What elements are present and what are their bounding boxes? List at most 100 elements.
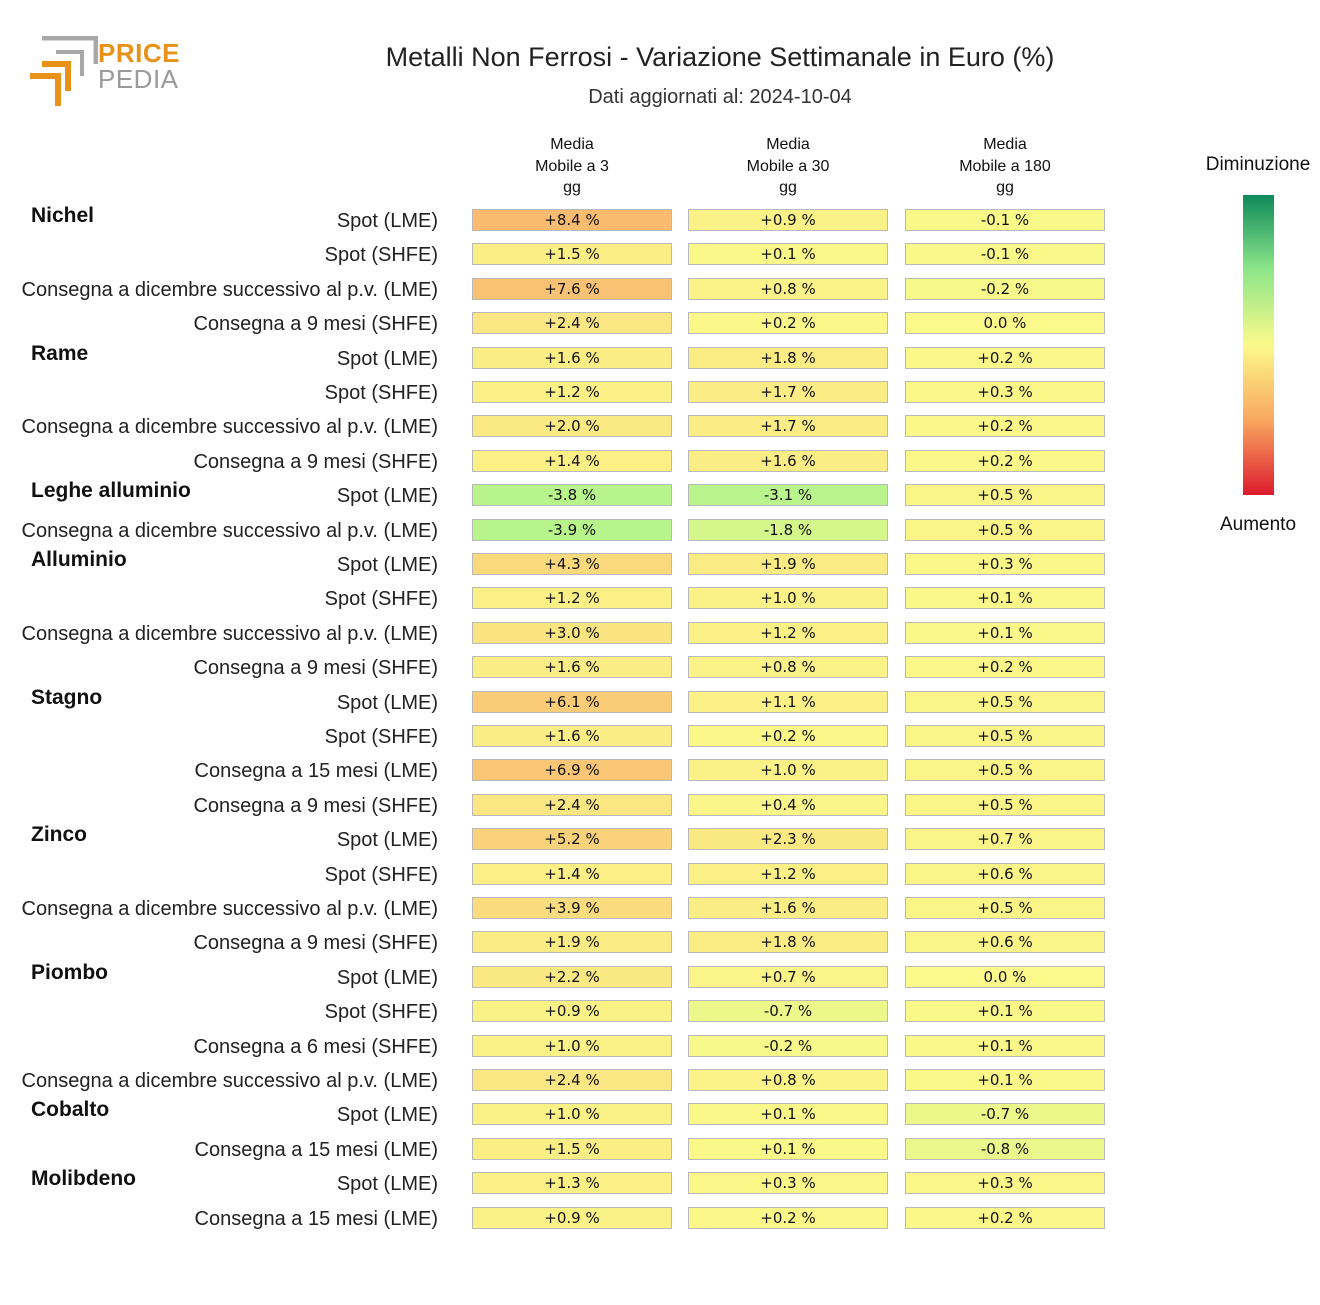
heatmap-cell: +0.8 % <box>688 1069 888 1091</box>
heatmap-cell: -3.8 % <box>472 484 672 507</box>
heatmap-cell: +0.3 % <box>905 381 1105 403</box>
column-header: Media Mobile a 180 gg <box>959 136 1051 196</box>
row-label: Spot (SHFE) <box>324 726 438 748</box>
row-label: Spot (LME) <box>336 347 438 370</box>
row-label: Consegna a dicembre successivo al p.v. (… <box>21 1070 438 1092</box>
row-label: Spot (SHFE) <box>324 863 438 886</box>
heatmap-cell: +0.6 % <box>905 931 1105 954</box>
heatmap-cell: +1.2 % <box>472 381 672 403</box>
heatmap-cell: +0.3 % <box>905 1172 1105 1195</box>
heatmap-cell: +1.7 % <box>688 415 888 438</box>
heatmap-cell: +0.2 % <box>905 1206 1105 1229</box>
row-label: Spot (SHFE) <box>324 244 438 267</box>
group-label: Cobalto <box>31 1098 110 1122</box>
heatmap-cell: +0.8 % <box>688 656 888 679</box>
heatmap-cell: +3.0 % <box>472 621 672 644</box>
row-label: Consegna a dicembre successivo al p.v. (… <box>21 416 438 439</box>
heatmap-cell: +1.0 % <box>472 1034 672 1057</box>
row-label: Spot (SHFE) <box>324 588 438 611</box>
row-label: Consegna a dicembre successivo al p.v. (… <box>21 519 438 542</box>
heatmap-cell: +0.5 % <box>905 897 1105 919</box>
row-label: Consegna a 15 mesi (LME) <box>194 760 438 783</box>
heatmap-cell: +1.6 % <box>688 897 888 919</box>
heatmap-cell: +0.5 % <box>905 518 1105 541</box>
chart-subtitle: Dati aggiornati al: 2024-10-04 <box>588 86 852 108</box>
heatmap-cell: +1.0 % <box>472 1103 672 1126</box>
logo-price: PRICE <box>98 38 180 68</box>
heatmap-cell: +2.4 % <box>472 312 672 335</box>
row-label: Consegna a 15 mesi (LME) <box>194 1138 438 1161</box>
heatmap-cell: +1.6 % <box>472 725 672 747</box>
heatmap-cell: +2.2 % <box>472 965 672 988</box>
column-header: Media Mobile a 3 gg <box>535 136 609 196</box>
heatmap-cell: +0.7 % <box>905 828 1105 851</box>
heatmap-cell: +0.2 % <box>905 415 1105 438</box>
heatmap-cell: +1.2 % <box>688 862 888 885</box>
chart-title: Metalli Non Ferrosi - Variazione Settima… <box>385 42 1055 72</box>
logo-mark <box>30 35 99 106</box>
heatmap-cell: +0.2 % <box>688 1206 888 1229</box>
row-label: Consegna a 15 mesi (LME) <box>194 1207 438 1230</box>
row-label: Spot (SHFE) <box>324 382 438 404</box>
row-label: Spot (LME) <box>336 829 438 852</box>
row-label: Consegna a 9 mesi (SHFE) <box>193 657 438 680</box>
heatmap-cell: +1.9 % <box>688 553 888 575</box>
heatmap-cell: +1.1 % <box>688 690 888 713</box>
heatmap-cell: +1.9 % <box>472 931 672 954</box>
heatmap-cell: +0.4 % <box>688 793 888 816</box>
heatmap-cell: -1.8 % <box>688 518 888 541</box>
heatmap-cell: -0.1 % <box>905 209 1105 231</box>
heatmap-cell: -3.1 % <box>688 484 888 507</box>
heatmap-cell: -0.8 % <box>905 1137 1105 1160</box>
heatmap-cell: +0.1 % <box>688 1137 888 1160</box>
heatmap-cell: +0.1 % <box>905 1000 1105 1023</box>
heatmap-cell: +0.1 % <box>905 621 1105 644</box>
heatmap-cell: +1.2 % <box>688 621 888 644</box>
heatmap-cell: +0.1 % <box>905 1034 1105 1057</box>
heatmap-cell: +1.4 % <box>472 862 672 885</box>
heatmap-cell: +1.3 % <box>472 1172 672 1195</box>
group-label: Piombo <box>31 960 108 984</box>
group-label: Molibdeno <box>31 1167 136 1191</box>
group-label: Zinco <box>31 823 87 847</box>
heatmap-cell: +1.4 % <box>472 449 672 472</box>
logo-pedia: PEDIA <box>98 64 179 94</box>
heatmap-cell: -0.7 % <box>688 1000 888 1023</box>
heatmap-cell: +1.6 % <box>472 346 672 369</box>
column-header: Media Mobile a 30 gg <box>746 136 830 196</box>
heatmap-cell: +0.2 % <box>905 449 1105 472</box>
heatmap-cell: +0.2 % <box>905 656 1105 679</box>
heatmap-cell: +6.1 % <box>472 690 672 713</box>
row-label: Consegna a 9 mesi (SHFE) <box>193 450 438 473</box>
heatmap-cell: +0.2 % <box>688 312 888 335</box>
heatmap-cell: +7.6 % <box>472 277 672 300</box>
row-label: Consegna a dicembre successivo al p.v. (… <box>21 898 438 920</box>
heatmap-cell: +0.1 % <box>688 243 888 266</box>
heatmap-cell: +1.2 % <box>472 587 672 610</box>
heatmap-cell: +0.7 % <box>688 965 888 988</box>
heatmap-cell: +0.6 % <box>905 862 1105 885</box>
heatmap-cell: +0.5 % <box>905 793 1105 816</box>
heatmap-cell: +1.6 % <box>688 449 888 472</box>
heatmap-cell: +2.3 % <box>688 828 888 851</box>
row-label: Spot (LME) <box>336 210 438 232</box>
heatmap-cell: +2.4 % <box>472 793 672 816</box>
heatmap-cell: +0.2 % <box>905 346 1105 369</box>
heatmap-cell: +0.8 % <box>688 277 888 300</box>
heatmap-cell: +2.4 % <box>472 1069 672 1091</box>
group-label: Leghe alluminio <box>31 479 191 503</box>
heatmap-cell: 0.0 % <box>905 965 1105 988</box>
group-label: Rame <box>31 341 89 365</box>
heatmap-cell: +0.1 % <box>688 1103 888 1126</box>
heatmap-cell: +3.9 % <box>472 897 672 919</box>
row-label: Spot (SHFE) <box>324 1001 438 1024</box>
heatmap-cell: +4.3 % <box>472 553 672 575</box>
heatmap-cell: +2.0 % <box>472 415 672 438</box>
heatmap-cell: +0.5 % <box>905 725 1105 747</box>
row-label: Consegna a 9 mesi (SHFE) <box>193 794 438 817</box>
row-label: Consegna a dicembre successivo al p.v. (… <box>21 622 438 645</box>
group-label: Stagno <box>31 685 103 709</box>
heatmap-cell: +1.8 % <box>688 346 888 369</box>
heatmap-cell: +0.9 % <box>688 209 888 231</box>
row-label: Spot (LME) <box>336 691 438 714</box>
